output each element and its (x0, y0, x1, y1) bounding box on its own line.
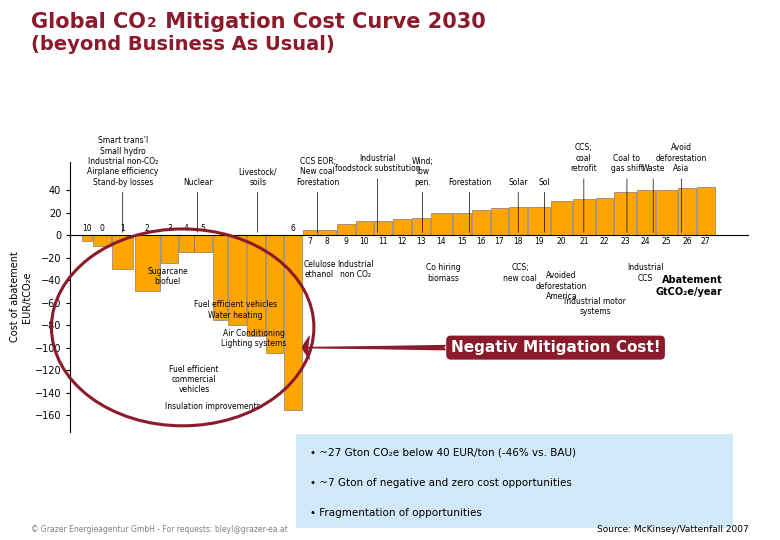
Bar (337, 224, 355, 235)
Text: Industrial
CCS: Industrial CCS (627, 263, 664, 282)
Text: (beyond Business As Usual): (beyond Business As Usual) (31, 35, 335, 54)
Bar (82, 235, 92, 241)
Text: 20: 20 (556, 238, 566, 246)
Text: 10: 10 (82, 225, 92, 233)
Text: 14: 14 (437, 238, 446, 246)
Text: 26: 26 (682, 238, 692, 246)
Y-axis label: Cost of abatement
EUR/tCO₂e: Cost of abatement EUR/tCO₂e (10, 252, 32, 342)
Text: © Grazer Energieagentur GmbH - For requests: bleyl@grazer-ea.at: © Grazer Energieagentur GmbH - For reque… (31, 524, 288, 534)
Bar (636, 190, 654, 235)
Text: 25: 25 (661, 238, 671, 246)
Bar (228, 235, 246, 325)
Bar (551, 201, 572, 235)
Text: CCS;
new coal: CCS; new coal (503, 263, 537, 282)
Text: 9: 9 (343, 238, 348, 246)
Bar (179, 235, 193, 252)
Bar (697, 187, 714, 235)
Text: Insulation improvements: Insulation improvements (165, 402, 261, 410)
Bar (285, 235, 302, 409)
Bar (431, 213, 452, 235)
Text: CCS EOR;
New coal
Forestation: CCS EOR; New coal Forestation (296, 157, 339, 232)
Bar (112, 235, 133, 269)
Text: Global CO: Global CO (31, 12, 146, 32)
Text: 19: 19 (534, 238, 544, 246)
Text: Negativ Mitigation Cost!: Negativ Mitigation Cost! (451, 340, 661, 355)
Text: • Fragmentation of opportunities: • Fragmentation of opportunities (310, 508, 481, 518)
Text: • ~27 Gton CO₂e below 40 EUR/ton (-46% vs. BAU): • ~27 Gton CO₂e below 40 EUR/ton (-46% v… (310, 448, 576, 458)
Text: Mitigation Cost Curve 2030: Mitigation Cost Curve 2030 (158, 12, 485, 32)
Text: 23: 23 (620, 238, 630, 246)
Bar (266, 235, 283, 353)
Text: 0: 0 (100, 225, 105, 233)
Bar (393, 219, 411, 235)
Text: Industrial
foodstock substitution: Industrial foodstock substitution (335, 154, 420, 232)
Bar (412, 218, 430, 235)
Bar (303, 230, 317, 235)
Text: 10: 10 (360, 238, 369, 246)
Text: 6: 6 (291, 225, 296, 233)
Text: 17: 17 (495, 238, 505, 246)
Text: 13: 13 (416, 238, 426, 246)
Text: Industrial
non CO₂: Industrial non CO₂ (337, 260, 374, 279)
Text: 16: 16 (476, 238, 485, 246)
Text: 27: 27 (701, 238, 711, 246)
Text: 21: 21 (579, 238, 589, 246)
Text: 4: 4 (184, 225, 189, 233)
Bar (656, 190, 677, 235)
Text: 2: 2 (147, 16, 156, 30)
Text: 22: 22 (600, 238, 609, 246)
Bar (161, 235, 179, 263)
Bar (491, 208, 509, 235)
Text: Source: McKinsey/Vattenfall 2007: Source: McKinsey/Vattenfall 2007 (597, 524, 749, 534)
Bar (374, 220, 392, 235)
Text: 12: 12 (397, 238, 406, 246)
Text: Fuel efficient vehicles
Water heating: Fuel efficient vehicles Water heating (193, 300, 277, 320)
Text: • ~7 Gton of negative and zero cost opportunities: • ~7 Gton of negative and zero cost oppo… (310, 478, 572, 488)
Text: 1: 1 (120, 225, 125, 233)
Text: CCS;
coal
retrofit: CCS; coal retrofit (570, 144, 597, 232)
Text: Waste: Waste (641, 164, 665, 232)
Bar (356, 220, 374, 235)
Text: 24: 24 (641, 238, 651, 246)
Bar (213, 235, 227, 320)
Bar (509, 207, 527, 235)
Bar (472, 211, 490, 235)
Text: 5: 5 (201, 225, 206, 233)
Text: Fuel efficient
commercial
vehicles: Fuel efficient commercial vehicles (169, 364, 218, 394)
Text: Abatement
GtCO₂e/year: Abatement GtCO₂e/year (656, 275, 722, 296)
Bar (528, 207, 550, 235)
Text: Co hiring
biomass: Co hiring biomass (426, 263, 460, 282)
Text: 15: 15 (457, 238, 466, 246)
Text: Nuclear: Nuclear (183, 178, 212, 232)
Text: 11: 11 (378, 238, 388, 246)
Text: Solar: Solar (509, 178, 528, 232)
Bar (596, 198, 613, 235)
Text: Wind;
low
pen.: Wind; low pen. (412, 157, 434, 232)
Text: Sugarcane
biofuel: Sugarcane biofuel (147, 267, 188, 286)
Text: Air Conditioning
Lighting systems: Air Conditioning Lighting systems (222, 328, 286, 348)
Text: 8: 8 (324, 238, 329, 246)
Text: Coal to
gas shift: Coal to gas shift (611, 154, 644, 232)
Text: 3: 3 (167, 225, 172, 233)
Bar (93, 235, 111, 246)
Bar (573, 199, 594, 235)
Bar (615, 192, 636, 235)
Text: 18: 18 (513, 238, 523, 246)
Text: Celulose
ethanol: Celulose ethanol (303, 260, 335, 279)
Text: Livestock/
soils: Livestock/ soils (239, 167, 277, 232)
Bar (318, 230, 336, 235)
Bar (453, 213, 471, 235)
Text: 7: 7 (307, 238, 313, 246)
Text: 2: 2 (144, 225, 150, 233)
Text: Sol: Sol (539, 178, 550, 232)
Bar (135, 235, 160, 292)
Bar (678, 188, 696, 235)
Bar (247, 235, 264, 336)
Text: Industrial motor
systems: Industrial motor systems (564, 297, 626, 316)
Bar (194, 235, 212, 252)
Text: Smart trans’l
Small hydro
Industrial non-CO₂
Airplane efficiency
Stand-by losses: Smart trans’l Small hydro Industrial non… (87, 136, 158, 232)
Text: Forestation: Forestation (448, 178, 491, 232)
Text: Avoid
deforestation
Asia: Avoid deforestation Asia (656, 144, 707, 232)
Text: Avoided
deforestation
America: Avoided deforestation America (536, 271, 587, 301)
